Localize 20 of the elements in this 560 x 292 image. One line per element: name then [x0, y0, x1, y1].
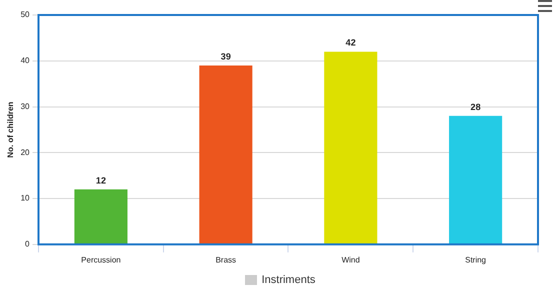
x-tick-label: Percussion: [81, 255, 121, 264]
y-tick-label: 50: [20, 10, 30, 20]
bar: [199, 65, 252, 244]
x-tick-label: Brass: [216, 255, 236, 264]
text: Instriments: [262, 274, 316, 286]
bar: [449, 116, 502, 244]
y-tick-label: 10: [20, 194, 30, 203]
x-tick-label: Wind: [342, 255, 360, 264]
data-label: 42: [346, 38, 356, 48]
x-tick-label: String: [465, 255, 486, 264]
y-axis-title: No. of children: [6, 102, 16, 158]
y-tick-label: 0: [25, 240, 30, 249]
y-tick-label: 40: [20, 56, 30, 66]
data-label: 28: [470, 102, 481, 112]
bar: [324, 52, 378, 244]
data-label: 12: [96, 175, 106, 186]
bar: [74, 189, 128, 244]
y-tick-label: 20: [20, 148, 30, 157]
data-label: 39: [220, 51, 231, 62]
y-tick-label: 30: [20, 102, 30, 111]
